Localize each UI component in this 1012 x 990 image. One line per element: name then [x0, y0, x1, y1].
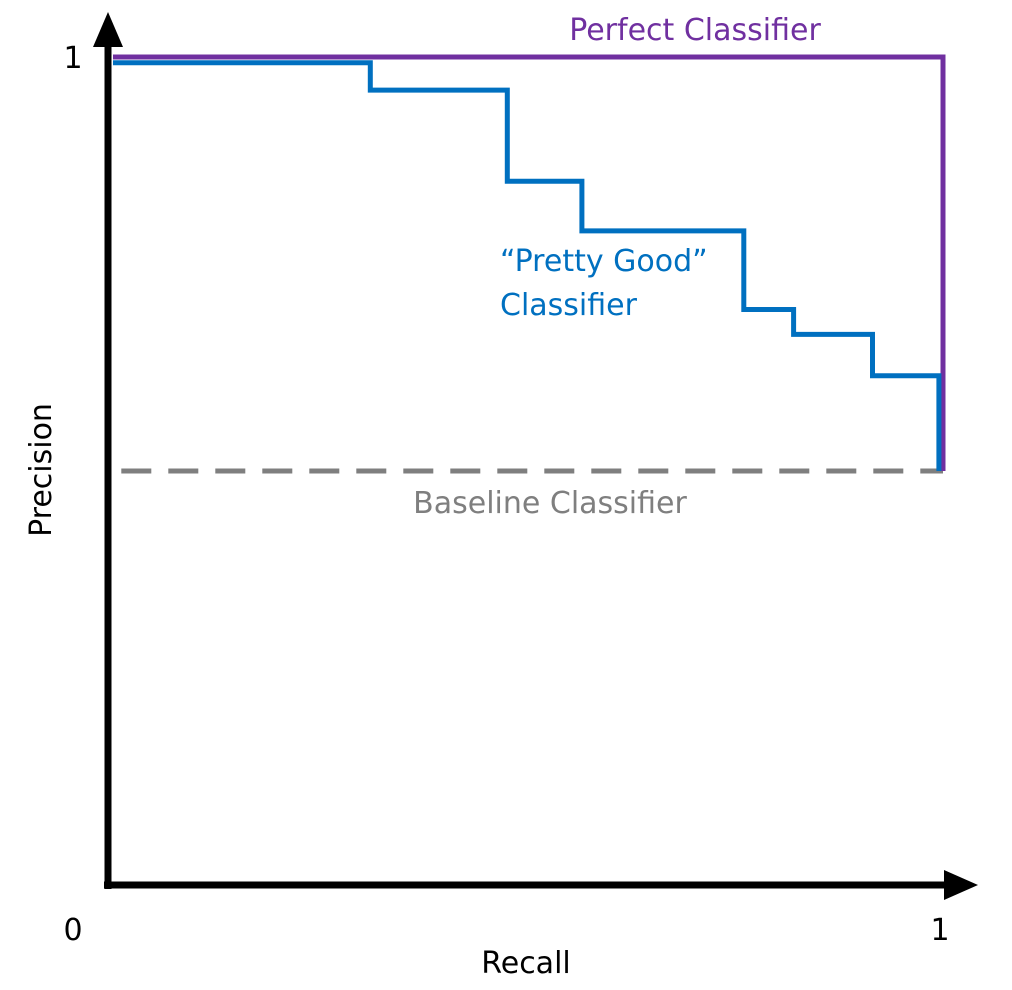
series-label-1-line-1: Classifier [500, 288, 638, 323]
series-group [113, 54, 946, 474]
y-tick-label-1: 1 [63, 41, 82, 76]
series-label-2-line-0: Baseline Classifier [413, 486, 687, 521]
series-label-0-line-0: Perfect Classifier [569, 13, 821, 48]
y-axis-label: Precision [24, 403, 59, 537]
series-line-1 [113, 60, 942, 471]
series-label-1-line-0: “Pretty Good” [500, 244, 708, 279]
y-axis-arrow-icon [93, 12, 123, 47]
series-line-0 [113, 54, 946, 471]
x-axis-arrow-icon [944, 870, 978, 900]
x-tick-label-1: 1 [930, 913, 949, 948]
x-tick-label-0: 0 [63, 913, 82, 948]
axes [93, 12, 978, 900]
series-labels: Perfect Classifier “Pretty Good” Classifie… [413, 13, 821, 521]
x-axis-label: Recall [481, 946, 571, 981]
